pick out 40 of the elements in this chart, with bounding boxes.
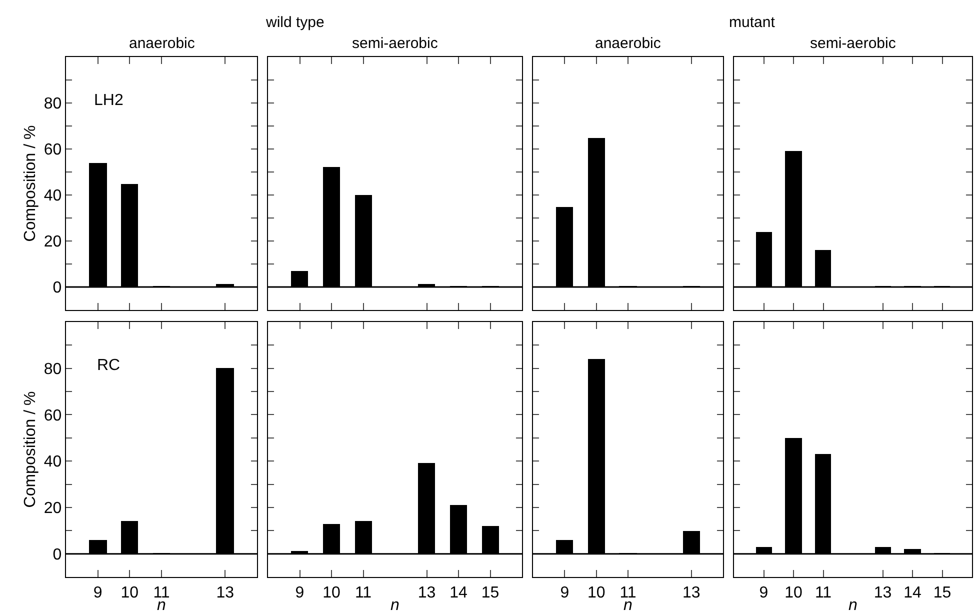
- x-tick-label: 10: [120, 584, 139, 602]
- chart-subtitle: semi-aerobic: [352, 35, 438, 52]
- chart-subtitle: semi-aerobic: [810, 35, 896, 52]
- x-tick-label: 13: [874, 584, 892, 602]
- y-tick-label: 40: [44, 188, 62, 205]
- x-tick-label: 11: [354, 584, 372, 602]
- x-tick-label: 10: [322, 584, 340, 602]
- y-tick-label: 80: [44, 96, 62, 113]
- chart-subtitle: anaerobic: [129, 35, 196, 52]
- x-tick-label: 9: [560, 584, 570, 602]
- x-tick-label: 14: [450, 584, 468, 602]
- y-tick-label: 80: [44, 360, 62, 378]
- x-tick-label: 10: [587, 584, 606, 602]
- x-tick-label: 13: [216, 584, 234, 602]
- y-tick-label: 20: [44, 234, 62, 251]
- x-tick-label: 11: [814, 584, 832, 602]
- x-tick-label: 9: [759, 584, 768, 602]
- x-tick-label: 13: [682, 584, 700, 602]
- x-tick-label: 9: [93, 584, 102, 602]
- y-axis-title: Composition / %: [22, 125, 39, 242]
- annotation: LH2: [94, 92, 124, 109]
- x-tick-label: 10: [784, 584, 802, 602]
- chart-title: mutant: [729, 14, 776, 31]
- chart-subtitle: anaerobic: [595, 35, 662, 52]
- x-axis-title: n: [848, 597, 858, 614]
- y-tick-label: 60: [44, 142, 62, 159]
- annotation: RC: [97, 357, 120, 374]
- y-tick-label: 0: [52, 280, 62, 297]
- x-tick-label: 15: [481, 584, 500, 602]
- y-tick-label: 20: [44, 500, 62, 518]
- y-tick-label: 40: [44, 454, 62, 471]
- x-tick-label: 15: [933, 584, 952, 602]
- y-axis-title: Composition / %: [22, 391, 39, 508]
- x-axis-title: n: [390, 597, 400, 614]
- chart-title: wild type: [265, 14, 324, 31]
- x-tick-label: 14: [904, 584, 922, 602]
- y-tick-label: 0: [52, 546, 62, 564]
- x-tick-label: 9: [295, 584, 304, 602]
- y-tick-label: 60: [44, 407, 62, 424]
- x-tick-label: 13: [418, 584, 436, 602]
